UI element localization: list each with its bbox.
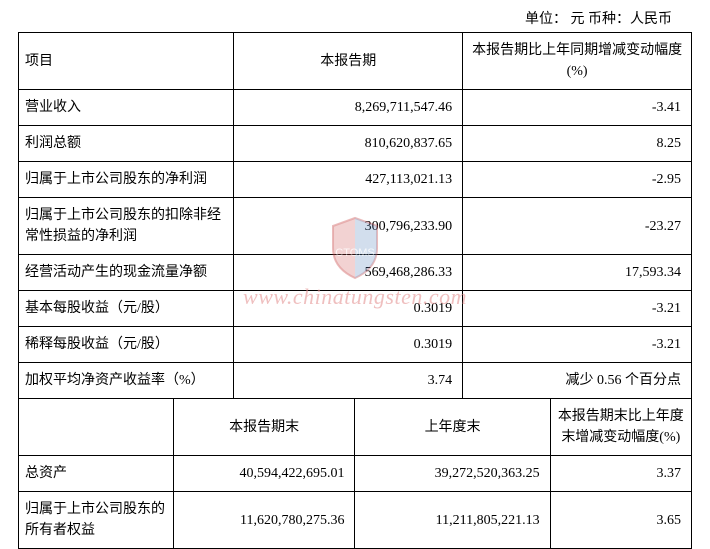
- table-header-row: 本报告期末 上年度末 本报告期末比上年度末增减变动幅度(%): [19, 399, 692, 456]
- row-prev: 11,211,805,221.13: [355, 492, 550, 549]
- table-row: 利润总额 810,620,837.65 8.25: [19, 126, 692, 162]
- table-row: 经营活动产生的现金流量净额 569,468,286.33 17,593.34: [19, 255, 692, 291]
- row-change: -3.21: [463, 291, 692, 327]
- row-label: 利润总额: [19, 126, 234, 162]
- row-label: 基本每股收益（元/股）: [19, 291, 234, 327]
- row-value: 810,620,837.65: [234, 126, 463, 162]
- row-change: 减少 0.56 个百分点: [463, 363, 692, 399]
- row-value: 0.3019: [234, 327, 463, 363]
- row-label: 总资产: [19, 456, 174, 492]
- row-value: 0.3019: [234, 291, 463, 327]
- row-current: 11,620,780,275.36: [173, 492, 355, 549]
- financial-table-2: 本报告期末 上年度末 本报告期末比上年度末增减变动幅度(%) 总资产 40,59…: [18, 398, 692, 549]
- header-blank: [19, 399, 174, 456]
- table-row: 营业收入 8,269,711,547.46 -3.41: [19, 90, 692, 126]
- unit-currency-line: 单位： 元 币种：人民币: [18, 8, 692, 28]
- row-label: 归属于上市公司股东的所有者权益: [19, 492, 174, 549]
- row-change: -3.21: [463, 327, 692, 363]
- row-change: -2.95: [463, 162, 692, 198]
- row-prev: 39,272,520,363.25: [355, 456, 550, 492]
- row-value: 8,269,711,547.46: [234, 90, 463, 126]
- table-row: 归属于上市公司股东的扣除非经常性损益的净利润 300,796,233.90 -2…: [19, 198, 692, 255]
- table-header-row: 项目 本报告期 本报告期比上年同期增减变动幅度(%): [19, 33, 692, 90]
- header-current-end: 本报告期末: [173, 399, 355, 456]
- header-item: 项目: [19, 33, 234, 90]
- table-row: 基本每股收益（元/股） 0.3019 -3.21: [19, 291, 692, 327]
- table-row: 归属于上市公司股东的净利润 427,113,021.13 -2.95: [19, 162, 692, 198]
- table-row: 加权平均净资产收益率（%） 3.74 减少 0.56 个百分点: [19, 363, 692, 399]
- row-change: -23.27: [463, 198, 692, 255]
- header-current: 本报告期: [234, 33, 463, 90]
- row-label: 归属于上市公司股东的扣除非经常性损益的净利润: [19, 198, 234, 255]
- table-row: 稀释每股收益（元/股） 0.3019 -3.21: [19, 327, 692, 363]
- row-label: 稀释每股收益（元/股）: [19, 327, 234, 363]
- row-change: 3.65: [550, 492, 691, 549]
- row-label: 加权平均净资产收益率（%）: [19, 363, 234, 399]
- row-value: 3.74: [234, 363, 463, 399]
- table-row: 归属于上市公司股东的所有者权益 11,620,780,275.36 11,211…: [19, 492, 692, 549]
- row-label: 经营活动产生的现金流量净额: [19, 255, 234, 291]
- row-label: 归属于上市公司股东的净利润: [19, 162, 234, 198]
- row-change: 17,593.34: [463, 255, 692, 291]
- row-change: 8.25: [463, 126, 692, 162]
- row-value: 569,468,286.33: [234, 255, 463, 291]
- financial-table-1: 项目 本报告期 本报告期比上年同期增减变动幅度(%) 营业收入 8,269,71…: [18, 32, 692, 399]
- row-change: -3.41: [463, 90, 692, 126]
- row-value: 300,796,233.90: [234, 198, 463, 255]
- header-change: 本报告期比上年同期增减变动幅度(%): [463, 33, 692, 90]
- row-label: 营业收入: [19, 90, 234, 126]
- header-change: 本报告期末比上年度末增减变动幅度(%): [550, 399, 691, 456]
- row-current: 40,594,422,695.01: [173, 456, 355, 492]
- header-prev-end: 上年度末: [355, 399, 550, 456]
- row-value: 427,113,021.13: [234, 162, 463, 198]
- row-change: 3.37: [550, 456, 691, 492]
- table-row: 总资产 40,594,422,695.01 39,272,520,363.25 …: [19, 456, 692, 492]
